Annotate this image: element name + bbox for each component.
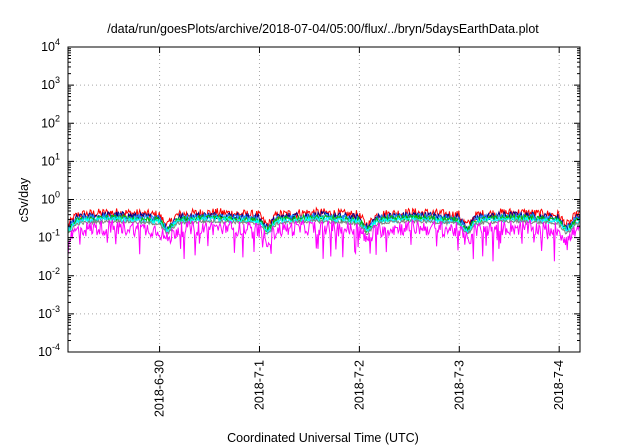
x-tick-label: 2018-7-2 [352, 360, 366, 410]
x-tick-label: 2018-7-3 [452, 360, 466, 410]
series-line [67, 206, 581, 230]
x-axis-label: Coordinated Universal Time (UTC) [227, 431, 419, 445]
grid [68, 47, 580, 352]
y-tick-label: 10-4 [38, 342, 60, 359]
y-tick-label: 100 [41, 190, 60, 207]
series-line [67, 218, 581, 235]
y-tick-label: 10-2 [38, 266, 60, 283]
y-tick-label: 10-1 [38, 228, 60, 245]
y-tick-label: 104 [41, 37, 60, 54]
y-axis-label: cSv/day [17, 177, 31, 222]
series-line [67, 219, 581, 262]
x-tick-label: 2018-6-30 [153, 360, 167, 417]
y-tick-label: 10-3 [38, 304, 60, 321]
chart-title: /data/run/goesPlots/archive/2018-07-04/0… [107, 22, 539, 36]
y-tick-label: 103 [41, 75, 60, 92]
x-tick-label: 2018-7-1 [252, 360, 266, 410]
y-axis: 10-4 10-3 10-2 10-1 100 101 102 103 104 [38, 37, 580, 359]
y-tick-label: 102 [41, 113, 60, 130]
series-group [67, 206, 581, 262]
y-tick-label: 101 [41, 151, 60, 168]
series-line [67, 215, 581, 236]
x-tick-label: 2018-7-4 [552, 360, 566, 410]
x-axis: 2018-6-30 2018-7-1 2018-7-2 2018-7-3 2018-7-… [153, 47, 566, 417]
